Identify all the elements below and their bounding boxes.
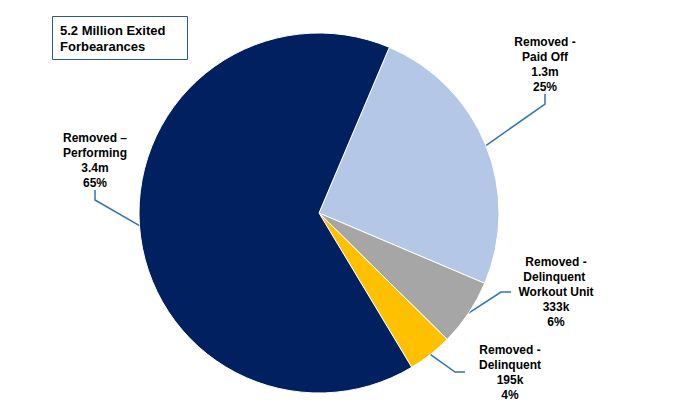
svg-text:333k: 333k: [543, 300, 570, 314]
svg-text:Paid Off: Paid Off: [522, 50, 569, 64]
svg-text:Delinquent: Delinquent: [479, 358, 541, 372]
svg-text:Workout Unit: Workout Unit: [518, 285, 593, 299]
svg-text:25%: 25%: [533, 80, 557, 94]
svg-text:195k: 195k: [497, 373, 524, 387]
svg-text:Performing: Performing: [63, 146, 127, 160]
svg-text:Removed -: Removed -: [525, 255, 586, 269]
svg-text:Delinquent: Delinquent: [523, 270, 588, 284]
svg-text:3.4m: 3.4m: [81, 161, 108, 175]
svg-text:6%: 6%: [547, 315, 565, 329]
svg-text:5.2 Million Exited: 5.2 Million Exited: [60, 23, 169, 38]
svg-text:Removed –: Removed –: [63, 131, 127, 145]
svg-text:Forbearances: Forbearances: [60, 39, 145, 54]
svg-text:65%: 65%: [83, 176, 107, 190]
svg-text:4%: 4%: [501, 388, 519, 402]
svg-text:Removed -: Removed -: [479, 343, 540, 357]
svg-text:1.3m: 1.3m: [531, 65, 558, 79]
svg-text:Removed -: Removed -: [514, 35, 575, 49]
